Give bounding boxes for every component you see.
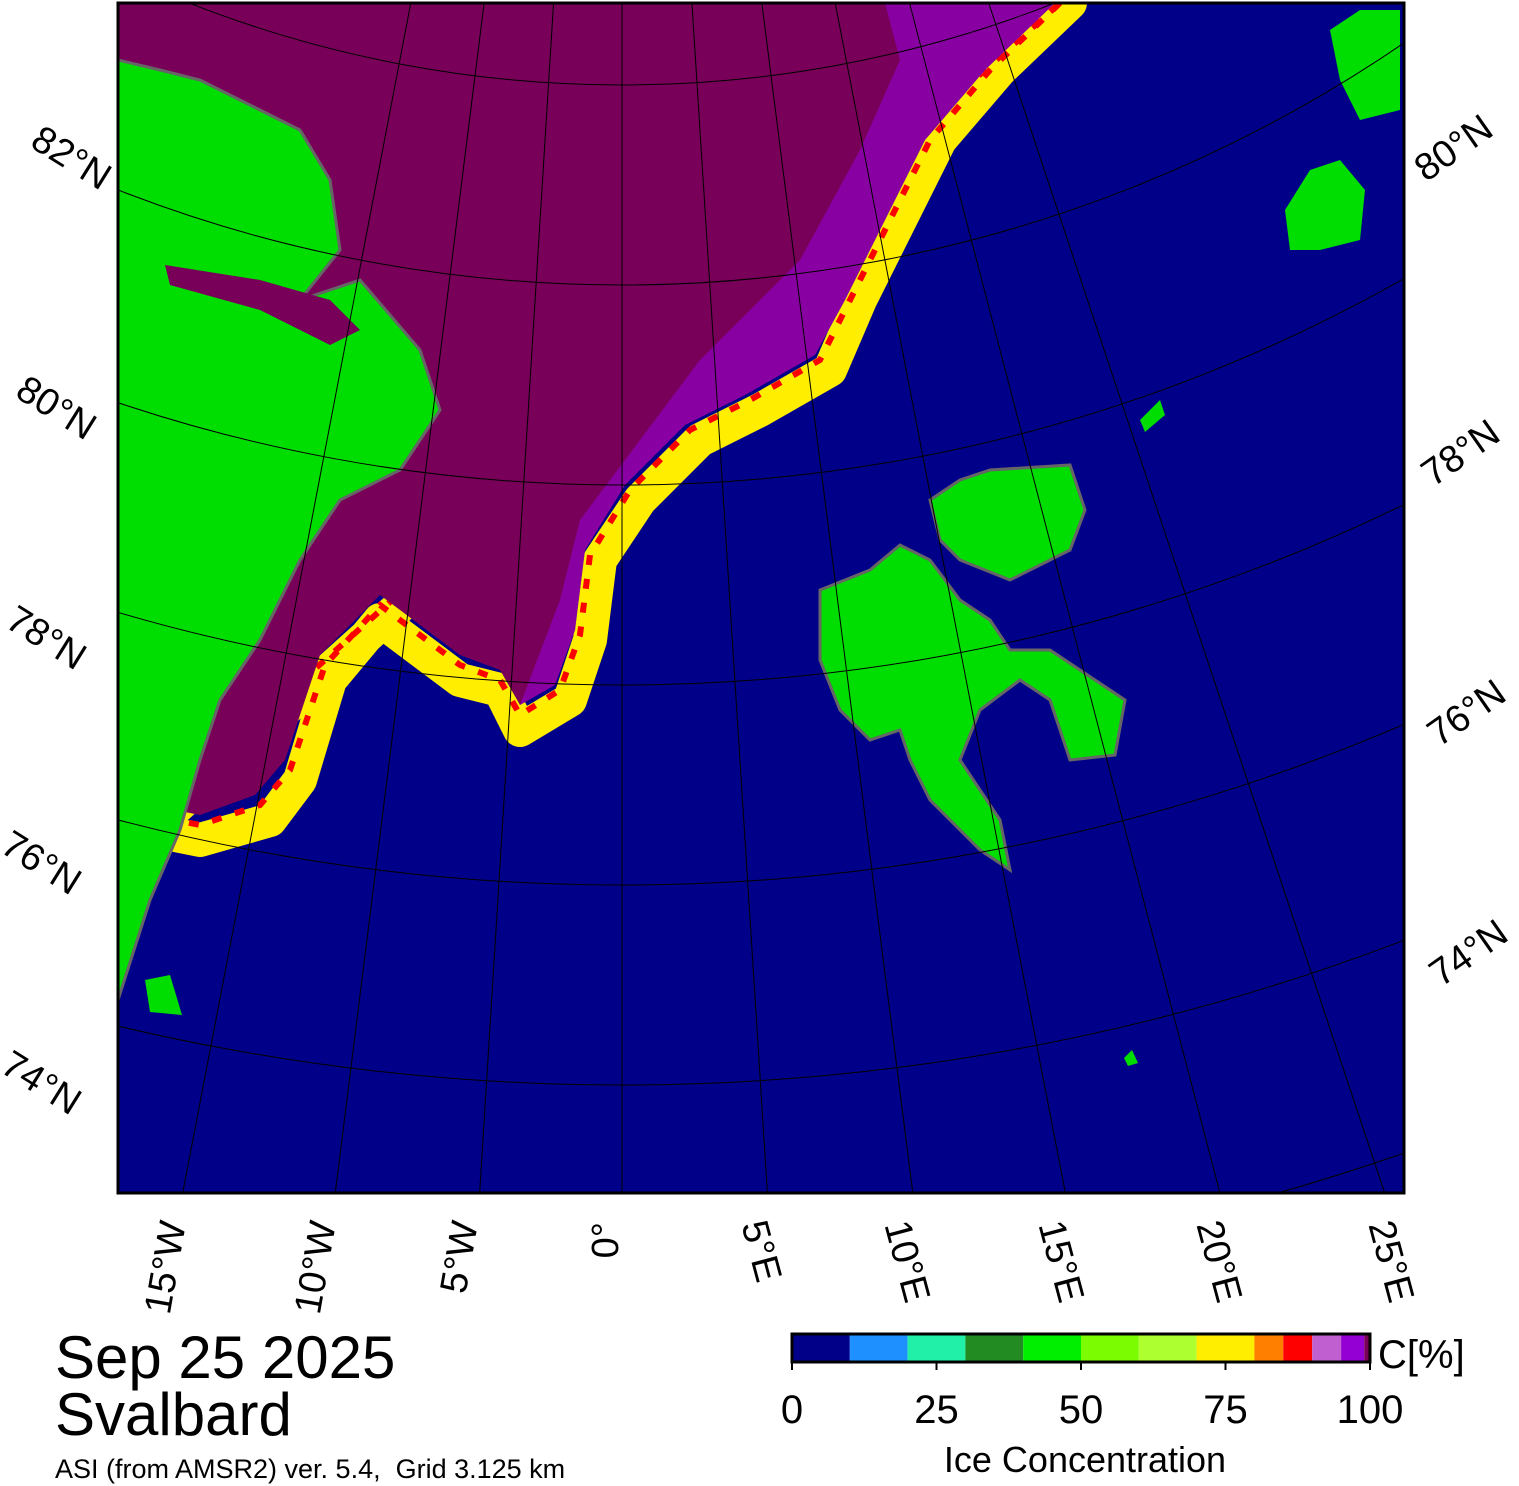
colorbar-segment [1283,1334,1313,1362]
colorbar-segment [965,1334,1024,1362]
colorbar-segment [907,1334,966,1362]
colorbar-tick-label: 100 [1337,1388,1404,1432]
bear-island [1124,1050,1138,1066]
longitude-line [908,3,1221,1193]
colorbar-label: C[%] [1378,1333,1465,1377]
ice-fringe [118,3,1087,877]
island [145,975,182,1015]
longitude-line [988,3,1386,1193]
colorbar-tick-label: 0 [781,1388,803,1432]
lat-label: 82°N [24,118,118,199]
lat-label: 80°N [1407,107,1501,190]
longitude-line [334,3,485,1193]
lon-label: 20°E [1188,1216,1250,1307]
lat-label: 74°N [1422,912,1516,995]
lat-label: 80°N [9,368,103,449]
franz-josef-land [1285,160,1365,250]
nordaustlandet [928,463,1087,582]
lon-label: 15°E [1030,1216,1092,1307]
kvitoya [1140,400,1165,432]
lat-label: 76°N [1420,672,1514,755]
ice-margin [520,3,1055,705]
colorbar-tick-label: 50 [1059,1388,1104,1432]
colorbar-segment [1254,1334,1284,1362]
colorbar-segment [792,1334,850,1362]
longitude-line [691,3,768,1193]
colorbar-segment [1312,1334,1342,1362]
lon-label: 10°E [876,1216,938,1307]
colorbar-tick-label: 25 [914,1388,959,1432]
colorbar-segment [849,1334,908,1362]
date: Sep 25 2025 [55,1324,395,1391]
lon-label: 25°E [1360,1216,1422,1307]
colorbar-segment [1023,1334,1081,1362]
lat-label: 74°N [0,1043,88,1124]
lon-label: 5°E [733,1216,790,1286]
spitsbergen [818,543,1127,874]
lat-label: 76°N [0,823,88,904]
lon-label: 0° [585,1222,627,1258]
source: ASI (from AMSR2) ver. 5.4, Grid 3.125 km [55,1454,565,1484]
longitude-line [834,3,1066,1193]
lat-label: 78°N [1414,412,1508,495]
colorbar-title: Ice Concentration [944,1439,1226,1480]
colorbar-segment [1138,1334,1197,1362]
colorbar-segment [1364,1334,1370,1362]
colorbar-segment [1081,1334,1139,1362]
lon-label: 15°W [137,1218,195,1317]
longitude-line [479,3,555,1193]
fjord [165,265,360,345]
ice-pack [118,3,1055,830]
lon-label: 5°W [433,1218,487,1297]
colorbar-segment [1196,1334,1255,1362]
colorbar: 0 25 50 75 100 [781,1332,1404,1432]
lon-label: 10°W [287,1218,345,1317]
lat-label: 78°N [0,598,93,679]
greenland [118,58,442,1001]
map-frame [116,1,1406,1195]
franz-josef-land [1330,10,1400,120]
region: Svalbard [55,1381,292,1448]
longitude-line [761,3,914,1193]
colorbar-tick-label: 75 [1203,1388,1248,1432]
longitude-line [182,3,412,1193]
colorbar-segment [1341,1334,1365,1362]
